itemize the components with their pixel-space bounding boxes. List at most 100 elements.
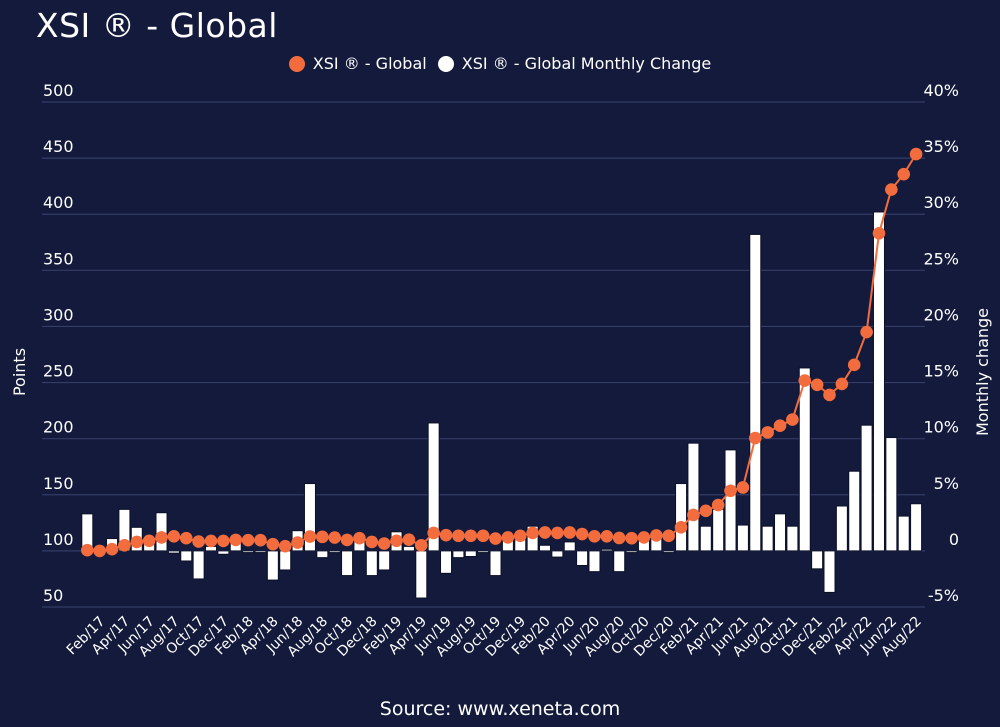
point-Apr-17[interactable]	[118, 538, 131, 552]
bar-Apr-22[interactable]	[860, 424, 873, 552]
point-Apr-19[interactable]	[414, 538, 428, 552]
point-Jul-18[interactable]	[303, 530, 317, 543]
bar-Feb-18[interactable]	[242, 550, 255, 554]
point-Jun-20[interactable]	[588, 530, 601, 543]
bar-Feb-21[interactable]	[687, 442, 700, 552]
bar-Jun-21[interactable]	[736, 524, 749, 552]
point-Feb-21[interactable]	[687, 508, 700, 522]
point-Dec-21[interactable]	[810, 378, 824, 392]
point-Sep-21[interactable]	[773, 419, 787, 432]
bar-Jan-19[interactable]	[378, 550, 391, 571]
bar-Dec-20[interactable]	[662, 550, 675, 554]
point-Apr-20[interactable]	[563, 526, 577, 539]
bar-Dec-17[interactable]	[217, 550, 230, 555]
point-Oct-18[interactable]	[340, 533, 354, 547]
bar-Jul-21[interactable]	[749, 233, 762, 552]
bar-Oct-18[interactable]	[341, 550, 354, 577]
point-Jan-22[interactable]	[823, 388, 836, 402]
bar-Jul-18[interactable]	[303, 483, 316, 552]
bar-Jun-22[interactable]	[885, 437, 898, 552]
bar-Mar-20[interactable]	[551, 550, 564, 558]
legend-item-monthly-change[interactable]: XSI ® - Global Monthly Change	[437, 54, 711, 73]
point-Sep-18[interactable]	[328, 531, 342, 544]
point-Nov-20[interactable]	[650, 529, 663, 542]
point-Oct-20[interactable]	[637, 531, 651, 544]
point-Oct-17[interactable]	[192, 535, 205, 548]
point-Nov-17[interactable]	[204, 534, 218, 548]
bar-May-22[interactable]	[872, 211, 885, 552]
bar-Sep-20[interactable]	[625, 550, 638, 554]
bar-Jun-20[interactable]	[588, 550, 601, 573]
point-Feb-22[interactable]	[835, 377, 849, 391]
bar-Oct-21[interactable]	[786, 525, 799, 552]
point-Jan-18[interactable]	[229, 533, 243, 547]
point-Mar-20[interactable]	[551, 526, 564, 540]
bar-Aug-21[interactable]	[761, 525, 774, 552]
bar-Aug-20[interactable]	[613, 550, 626, 573]
point-Feb-18[interactable]	[241, 533, 255, 547]
point-Mar-21[interactable]	[699, 504, 713, 518]
point-May-17[interactable]	[130, 535, 144, 549]
bar-Sep-21[interactable]	[774, 513, 787, 552]
point-May-21[interactable]	[724, 484, 737, 498]
point-Jul-19[interactable]	[452, 529, 465, 543]
point-Jul-20[interactable]	[600, 530, 614, 543]
point-Mar-17[interactable]	[105, 542, 119, 556]
point-Jun-19[interactable]	[439, 528, 453, 542]
point-May-19[interactable]	[427, 526, 440, 540]
bar-Mar-22[interactable]	[848, 470, 861, 552]
bar-Oct-19[interactable]	[489, 550, 502, 577]
legend-item-index[interactable]: XSI ® - Global	[288, 54, 427, 73]
point-Feb-20[interactable]	[538, 526, 552, 539]
point-Sep-19[interactable]	[476, 529, 490, 543]
bar-Jul-19[interactable]	[452, 550, 465, 559]
point-Aug-20[interactable]	[612, 531, 626, 545]
point-Nov-18[interactable]	[353, 531, 366, 545]
point-Mar-18[interactable]	[254, 533, 267, 547]
point-Jan-19[interactable]	[377, 537, 391, 550]
point-Dec-18[interactable]	[365, 535, 379, 549]
point-Dec-17[interactable]	[217, 534, 230, 548]
bar-Apr-20[interactable]	[563, 541, 576, 552]
point-Sep-17[interactable]	[179, 531, 193, 545]
point-Aug-19[interactable]	[464, 529, 478, 543]
point-May-22[interactable]	[872, 227, 886, 240]
bar-May-19[interactable]	[427, 422, 440, 552]
bar-Jun-19[interactable]	[440, 550, 453, 574]
bar-Aug-19[interactable]	[464, 550, 477, 558]
point-Jun-17[interactable]	[142, 534, 156, 548]
point-Feb-17[interactable]	[93, 544, 106, 558]
point-Apr-21[interactable]	[711, 498, 725, 512]
bar-Apr-19[interactable]	[415, 550, 428, 599]
bar-Apr-18[interactable]	[266, 550, 279, 581]
point-Oct-21[interactable]	[786, 413, 799, 426]
bar-Jan-21[interactable]	[675, 483, 688, 552]
point-Aug-21[interactable]	[761, 426, 774, 439]
point-Dec-19[interactable]	[513, 529, 527, 543]
bar-Jul-20[interactable]	[600, 548, 613, 552]
bar-Jul-22[interactable]	[897, 515, 910, 552]
point-Jun-22[interactable]	[885, 183, 898, 196]
point-Aug-17[interactable]	[167, 530, 181, 543]
bar-Dec-18[interactable]	[365, 550, 378, 577]
point-Jul-22[interactable]	[897, 167, 911, 181]
point-Jul-17[interactable]	[155, 531, 168, 544]
point-Jun-18[interactable]	[291, 536, 304, 549]
point-Aug-18[interactable]	[316, 530, 329, 544]
bar-May-21[interactable]	[724, 449, 737, 552]
bar-Nov-21[interactable]	[798, 367, 811, 552]
point-Dec-20[interactable]	[662, 529, 675, 543]
point-Jul-21[interactable]	[748, 431, 762, 445]
bar-Mar-21[interactable]	[699, 525, 712, 552]
point-May-18[interactable]	[278, 539, 292, 553]
bar-May-20[interactable]	[576, 550, 589, 566]
point-Sep-20[interactable]	[625, 531, 638, 545]
bar-Sep-18[interactable]	[328, 550, 341, 554]
point-Mar-22[interactable]	[847, 358, 861, 372]
point-Jun-21[interactable]	[736, 481, 750, 494]
point-Oct-19[interactable]	[489, 532, 502, 545]
bar-Mar-19[interactable]	[402, 545, 415, 552]
point-Jan-17[interactable]	[81, 543, 94, 557]
point-Nov-21[interactable]	[798, 374, 812, 387]
bar-Sep-17[interactable]	[180, 550, 193, 562]
